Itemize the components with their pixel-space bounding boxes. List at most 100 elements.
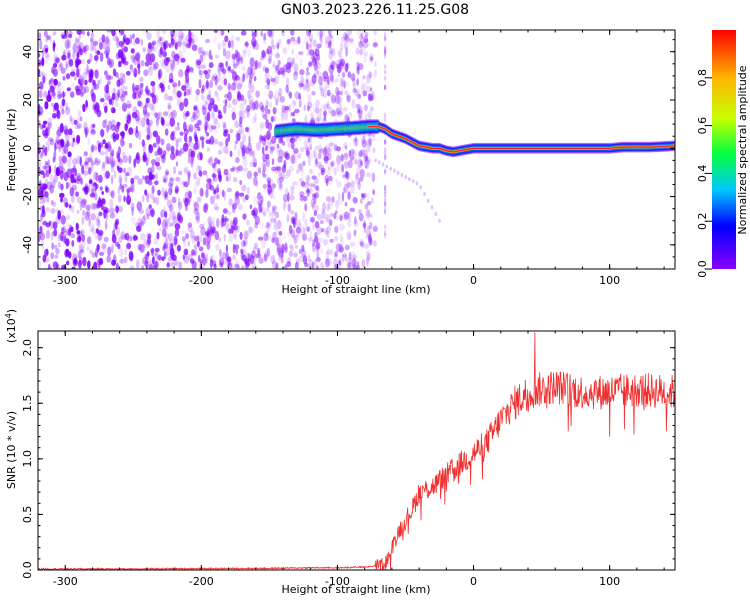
spectrogram-marks — [38, 30, 675, 269]
noise-blob — [121, 90, 126, 98]
noise-blob — [128, 155, 132, 165]
noise-blob — [79, 116, 83, 122]
noise-blob — [196, 120, 202, 126]
noise-blob — [176, 98, 182, 107]
noise-blob — [211, 162, 216, 169]
noise-blob — [193, 172, 197, 180]
noise-blob — [246, 170, 252, 180]
noise-blob — [301, 244, 305, 252]
noise-blob — [92, 182, 96, 187]
noise-blob — [152, 256, 155, 265]
noise-blob — [137, 178, 143, 185]
noise-blob — [344, 244, 350, 251]
noise-blob — [320, 37, 323, 47]
noise-blob — [155, 172, 159, 181]
noise-blob — [262, 173, 267, 178]
noise-blob — [314, 57, 319, 65]
noise-blob — [170, 111, 175, 117]
noise-blob — [154, 260, 159, 269]
noise-blob — [314, 47, 318, 53]
noise-blob — [177, 30, 184, 38]
noise-blob — [257, 199, 263, 206]
noise-blob — [163, 42, 167, 51]
noise-blob — [118, 40, 124, 47]
noise-blob — [286, 66, 292, 74]
noise-blob — [327, 30, 332, 36]
noise-blob — [383, 233, 387, 239]
x-tick-label: 100 — [599, 274, 620, 287]
noise-blob — [57, 126, 60, 131]
noise-blob — [299, 161, 304, 172]
noise-blob — [164, 222, 169, 227]
noise-blob — [326, 232, 331, 238]
noise-blob — [61, 98, 66, 107]
noise-blob — [330, 60, 336, 70]
noise-blob — [272, 76, 277, 87]
noise-blob — [81, 216, 85, 225]
noise-blob — [165, 122, 171, 128]
noise-blob — [237, 110, 243, 118]
noise-blob — [317, 113, 322, 122]
noise-blob — [211, 76, 216, 81]
noise-blob — [188, 66, 194, 72]
noise-blob — [188, 30, 192, 38]
noise-blob — [293, 250, 298, 259]
noise-blob — [316, 249, 320, 259]
noise-blob — [335, 63, 340, 69]
noise-blob — [93, 69, 99, 77]
noise-blob — [264, 105, 269, 115]
noise-blob — [285, 152, 290, 161]
noise-blob — [171, 130, 176, 137]
noise-blob — [167, 256, 172, 261]
noise-blob — [60, 67, 66, 74]
noise-blob — [65, 60, 68, 71]
noise-blob — [66, 158, 72, 168]
noise-blob — [126, 189, 130, 198]
noise-blob — [200, 252, 205, 259]
noise-blob — [93, 54, 99, 61]
noise-blob — [359, 168, 365, 179]
noise-blob — [96, 215, 100, 223]
noise-blob — [229, 258, 233, 267]
noise-blob — [109, 207, 115, 215]
noise-blob — [188, 171, 191, 180]
noise-blob — [160, 36, 165, 42]
noise-blob — [166, 146, 172, 151]
noise-blob — [223, 145, 229, 155]
noise-blob — [308, 237, 313, 242]
noise-blob — [198, 50, 204, 58]
noise-blob — [83, 126, 90, 135]
noise-blob — [208, 124, 214, 133]
noise-blob — [187, 240, 191, 247]
noise-blob — [315, 161, 322, 167]
noise-blob — [286, 39, 291, 45]
noise-blob — [146, 32, 152, 41]
spectrogram-x-axis-label: Height of straight line (km) — [281, 283, 430, 296]
noise-blob — [338, 260, 341, 266]
tail-blob — [381, 162, 385, 167]
noise-blob — [176, 125, 180, 131]
noise-blob — [383, 31, 387, 37]
noise-blob — [93, 261, 98, 269]
noise-blob — [157, 37, 162, 44]
noise-blob — [357, 152, 363, 161]
noise-blob — [107, 145, 111, 152]
noise-blob — [209, 135, 215, 145]
noise-blob — [326, 147, 332, 156]
noise-blob — [70, 82, 75, 91]
noise-blob — [135, 115, 140, 122]
noise-blob — [232, 202, 238, 210]
noise-blob — [144, 102, 148, 109]
noise-blob — [383, 138, 387, 144]
noise-blob — [302, 195, 308, 202]
noise-blob — [220, 30, 225, 36]
noise-blob — [86, 208, 91, 218]
noise-blob — [69, 187, 75, 197]
noise-blob — [39, 179, 42, 189]
noise-blob — [262, 159, 268, 166]
noise-blob — [187, 170, 191, 178]
noise-blob — [361, 135, 366, 145]
noise-blob — [339, 246, 345, 253]
noise-blob — [52, 113, 57, 119]
noise-blob — [370, 56, 373, 61]
